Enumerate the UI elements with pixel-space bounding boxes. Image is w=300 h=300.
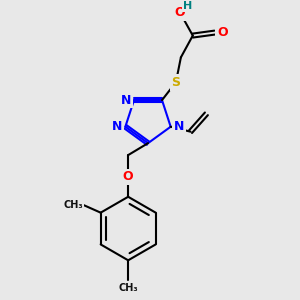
Text: N: N: [173, 120, 184, 133]
Text: N: N: [112, 120, 123, 133]
Text: H: H: [183, 1, 192, 11]
Text: O: O: [217, 26, 228, 39]
Text: O: O: [175, 6, 185, 19]
Text: O: O: [123, 170, 134, 183]
Text: CH₃: CH₃: [118, 283, 138, 293]
Text: S: S: [171, 76, 180, 89]
Text: N: N: [121, 94, 131, 106]
Text: CH₃: CH₃: [63, 200, 83, 210]
